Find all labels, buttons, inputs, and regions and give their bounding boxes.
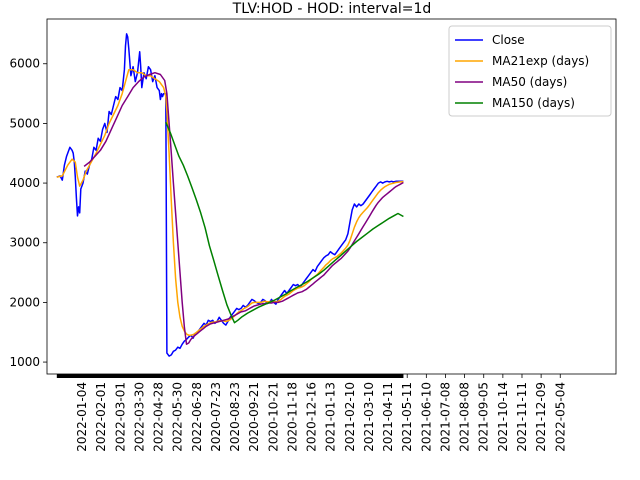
y-tick-label: 1000 <box>9 355 40 369</box>
x-tick-label: 2022-01-04 <box>75 382 89 452</box>
x-tick-label: 2021-03-10 <box>362 382 376 452</box>
x-tick-label: 2021-10-14 <box>496 382 510 452</box>
y-tick-label: 5000 <box>9 116 40 130</box>
x-tick-label: 2021-11-11 <box>515 382 529 452</box>
x-tick-label: 2021-07-08 <box>438 382 452 452</box>
y-axis: 1000 2000 3000 4000 5000 6000 <box>9 57 47 369</box>
x-tick-label: 2021-09-05 <box>477 382 491 452</box>
x-tick-label: 2021-02-10 <box>343 382 357 452</box>
legend: Close MA21exp (days) MA50 (days) MA150 (day… <box>448 25 612 117</box>
x-tick-label: 2021-05-11 <box>400 382 414 452</box>
x-tick-label: 2021-06-10 <box>419 382 433 452</box>
x-tick-label: 2020-08-23 <box>228 382 242 452</box>
x-tick-label: 2020-10-21 <box>266 382 280 452</box>
series-layer <box>56 33 404 357</box>
x-tick-label: 2021-08-08 <box>458 382 472 452</box>
legend-box <box>448 25 612 117</box>
x-tick-label: 2021-01-13 <box>324 382 338 452</box>
y-tick-label: 3000 <box>9 236 40 250</box>
x-tick-label: 2022-03-01 <box>113 382 127 452</box>
legend-label: MA50 (days) <box>492 75 567 89</box>
series-line-4 <box>165 121 404 324</box>
x-tick-label: 2022-06-28 <box>190 382 204 452</box>
series-line-2 <box>56 68 404 336</box>
x-tick-label: 2020-09-21 <box>247 382 261 452</box>
y-tick-label: 2000 <box>9 295 40 309</box>
legend-label: Close <box>492 33 525 47</box>
y-tick-label: 6000 <box>9 57 40 71</box>
x-tick-label: 2020-11-18 <box>285 382 299 452</box>
x-tick-label: 2021-12-09 <box>534 382 548 452</box>
legend-label: MA150 (days) <box>492 96 575 110</box>
x-tick-label: 2020-07-23 <box>209 382 223 452</box>
x-tick-label: 2022-03-30 <box>132 382 146 452</box>
x-tick-label: 2022-04-28 <box>152 382 166 452</box>
x-tick-label: 2021-04-11 <box>381 382 395 452</box>
x-tick-label: 2020-12-16 <box>305 382 319 452</box>
x-axis: 2022-01-04 2022-02-01 2022-03-01 2022-03-30… <box>56 374 567 452</box>
x-tick-label: 2022-05-04 <box>553 382 567 452</box>
y-tick-label: 4000 <box>9 176 40 190</box>
x-tick-label: 2022-05-30 <box>171 382 185 452</box>
x-tick-band <box>56 374 404 378</box>
series-line-1 <box>56 33 404 357</box>
x-tick-label: 2022-02-01 <box>94 382 108 452</box>
legend-label: MA21exp (days) <box>492 54 589 68</box>
chart-title: TLV:HOD - HOD: interval=1d <box>232 1 432 17</box>
